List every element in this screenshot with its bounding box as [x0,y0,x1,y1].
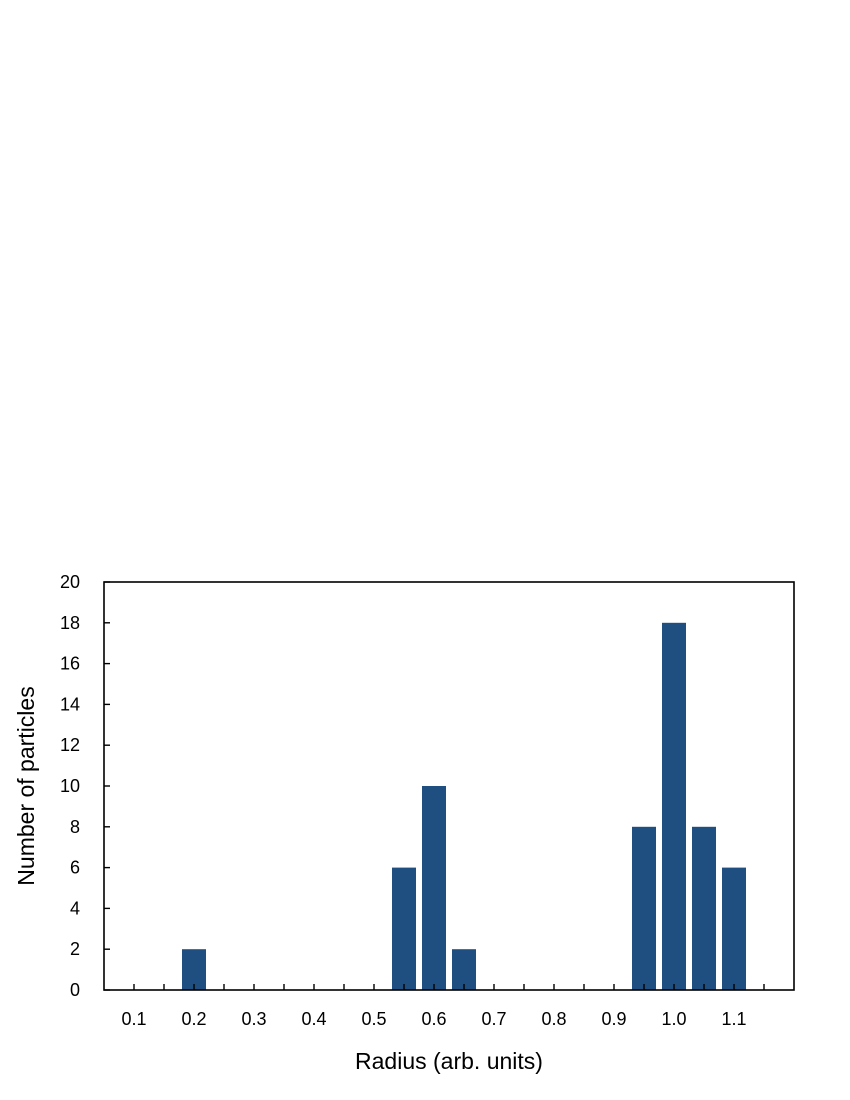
y-tick-label: 18 [60,613,80,633]
x-axis-title: Radius (arb. units) [355,1048,543,1074]
x-tick-label: 0.6 [421,1009,446,1029]
y-tick-label: 14 [60,694,80,714]
x-axis-ticks: 0.1 0.2 0.3 0.4 0.5 0.6 0.7 0.8 0.9 1.0 1.1 [121,984,765,1029]
bar [692,826,716,990]
y-tick-label: 8 [70,817,80,837]
x-tick-label: 0.7 [481,1009,506,1029]
plot-frame [103,581,795,991]
bar [452,949,476,990]
x-tick-label: 1.0 [661,1009,686,1029]
y-tick-label: 0 [70,980,80,1000]
x-tick-label: 0.2 [181,1009,206,1029]
bars-group [182,622,746,990]
x-tick-label: 0.9 [601,1009,626,1029]
bar [392,867,416,990]
x-tick-label: 0.5 [361,1009,386,1029]
bar [422,786,446,990]
x-tick-label: 0.1 [121,1009,146,1029]
bar [182,949,206,990]
y-tick-label: 12 [60,735,80,755]
y-tick-label: 4 [70,898,80,918]
y-axis-ticks: 0 2 4 6 8 10 12 14 16 18 20 [60,572,110,1000]
x-tick-label: 0.4 [301,1009,326,1029]
y-axis-title: Number of particles [13,686,39,885]
y-tick-label: 6 [70,858,80,878]
x-tick-label: 1.1 [721,1009,746,1029]
bar [632,826,656,990]
y-tick-label: 10 [60,776,80,796]
bar [722,867,746,990]
x-tick-label: 0.8 [541,1009,566,1029]
y-tick-label: 16 [60,654,80,674]
bar [662,622,686,990]
x-tick-label: 0.3 [241,1009,266,1029]
y-tick-label: 20 [60,572,80,592]
y-tick-label: 2 [70,939,80,959]
